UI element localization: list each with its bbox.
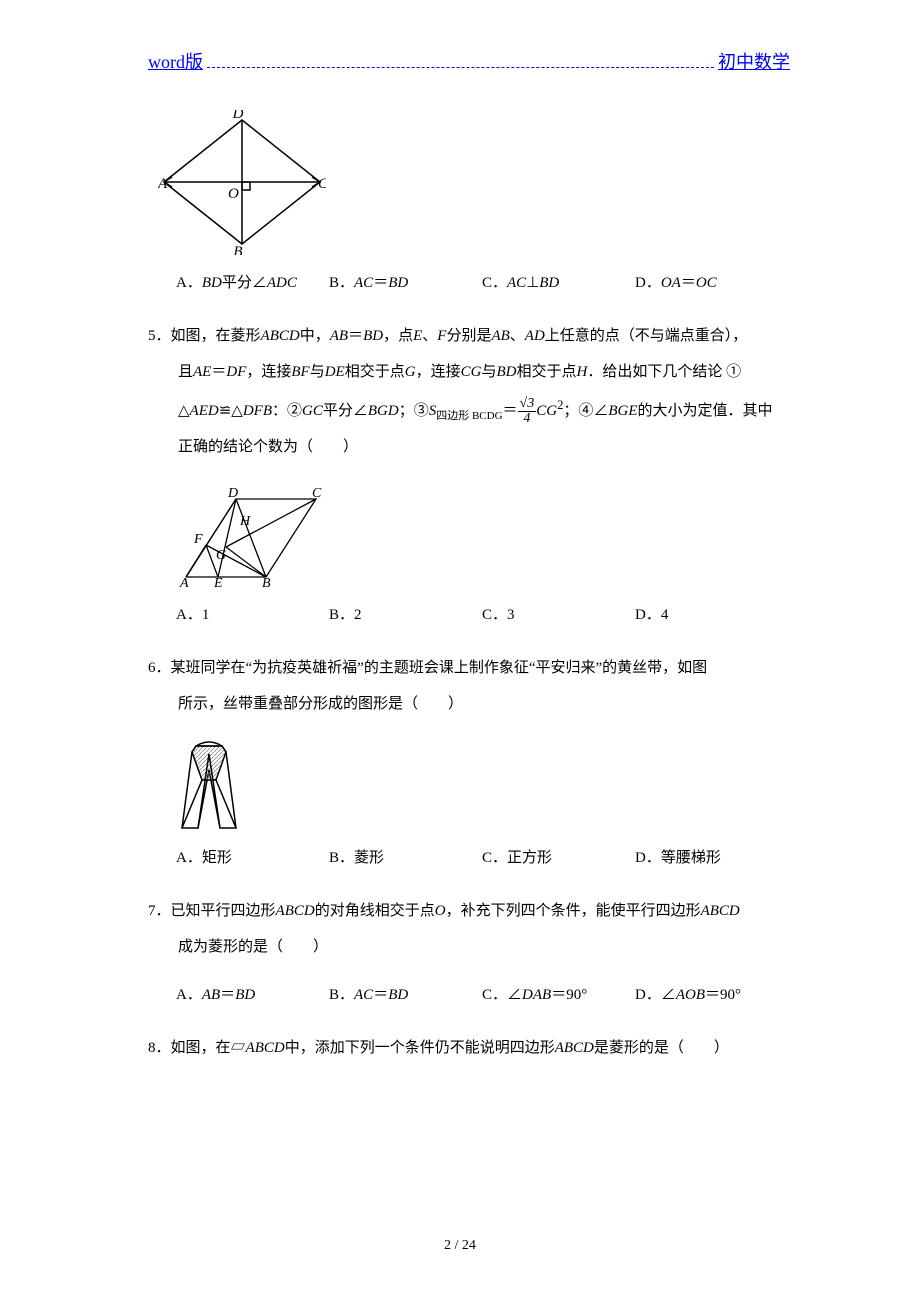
q4-label-C: C (318, 176, 326, 192)
q4-options: A．BD平分∠ADC B．AC＝BD C．AC⊥BD D．OA＝OC (176, 267, 788, 300)
q5-label-A: A (179, 576, 189, 587)
q4-label-B: B (233, 244, 242, 255)
q5-opt-D: D．4 (635, 599, 788, 632)
q6-opt-B: B．菱形 (329, 842, 482, 875)
q4-label-A: A (158, 176, 168, 192)
page-number: 2 / 24 (444, 1238, 476, 1253)
q5-label-E: E (213, 576, 223, 587)
q6-opt-D: D．等腰梯形 (635, 842, 788, 875)
q5-opt-B: B．2 (329, 599, 482, 632)
q4-opt-A: A．BD平分∠ADC (176, 267, 329, 300)
q5-label-G: G (216, 548, 226, 563)
q4-label-D: D (232, 110, 244, 122)
q6-opt-A: A．矩形 (176, 842, 329, 875)
page-content: A B C D O A．BD平分∠ADC B．AC＝BD C．AC⊥BD D．O… (148, 98, 788, 1066)
q7-text: 7．已知平行四边形ABCD的对角线相交于点O，补充下列四个条件，能使平行四边形A… (148, 893, 788, 965)
q4-opt-B: B．AC＝BD (329, 267, 482, 300)
q5-text: 5．如图，在菱形ABCD中，AB＝BD，点E、F分别是AB、AD上任意的点（不与… (148, 318, 788, 465)
header-left: word版 (148, 48, 203, 74)
q6-figure (178, 740, 788, 830)
q5-label-H: H (239, 514, 251, 529)
q5-label-D: D (227, 486, 238, 501)
q5-options: A．1 B．2 C．3 D．4 (176, 599, 788, 632)
q4-opt-C: C．AC⊥BD (482, 267, 635, 300)
q7-opt-B: B．AC＝BD (329, 979, 482, 1012)
q7-options: A．AB＝BD B．AC＝BD C．∠DAB＝90° D．∠AOB＝90° (176, 979, 788, 1012)
q6-text: 6．某班同学在“为抗疫英雄祈福”的主题班会课上制作象征“平安归来”的黄丝带，如图… (148, 650, 788, 722)
q5-figure: A B C D E F G H (178, 485, 788, 587)
q5-opt-A: A．1 (176, 599, 329, 632)
q5-label-F: F (193, 532, 203, 547)
q7-opt-C: C．∠DAB＝90° (482, 979, 635, 1012)
q5-opt-C: C．3 (482, 599, 635, 632)
q5-label-B: B (262, 576, 271, 587)
q7-opt-A: A．AB＝BD (176, 979, 329, 1012)
page-header: word版 初中数学 (148, 48, 790, 74)
q7-opt-D: D．∠AOB＝90° (635, 979, 788, 1012)
q4-opt-D: D．OA＝OC (635, 267, 788, 300)
q8-text: 8．如图，在▱ABCD中，添加下列一个条件仍不能说明四边形ABCD是菱形的是（ … (148, 1030, 788, 1066)
q6-opt-C: C．正方形 (482, 842, 635, 875)
header-right: 初中数学 (718, 48, 790, 74)
q6-options: A．矩形 B．菱形 C．正方形 D．等腰梯形 (176, 842, 788, 875)
header-dash (207, 56, 714, 68)
page-footer: 2 / 24 (0, 1238, 920, 1254)
q5-label-C: C (312, 486, 322, 501)
q4-figure: A B C D O (158, 110, 788, 255)
q4-label-O: O (228, 186, 239, 202)
